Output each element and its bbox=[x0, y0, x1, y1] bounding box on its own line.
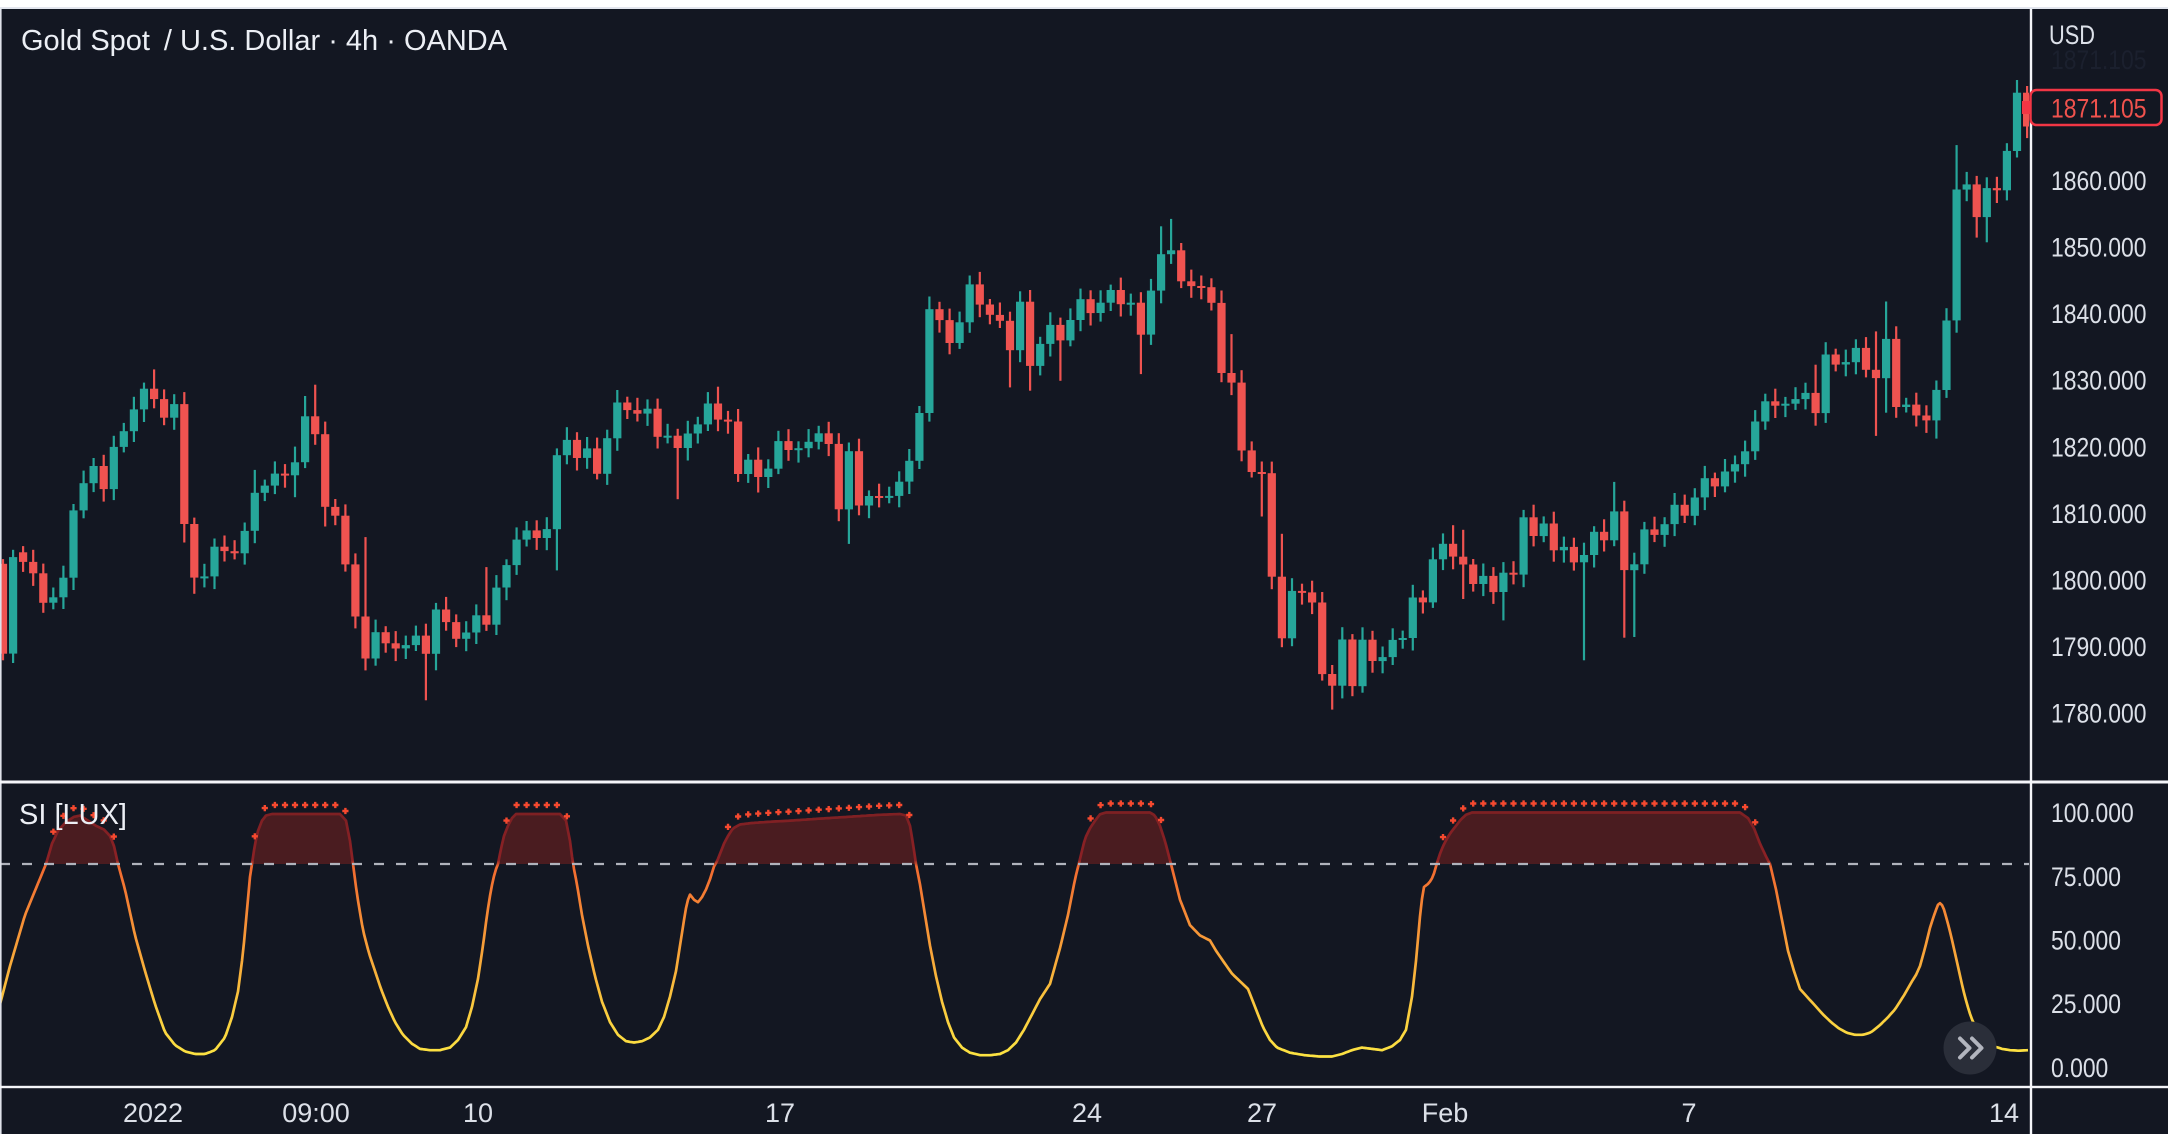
svg-text:10: 10 bbox=[463, 1098, 493, 1128]
svg-text:Feb: Feb bbox=[1422, 1098, 1469, 1128]
svg-text:1800.000: 1800.000 bbox=[2051, 565, 2147, 595]
svg-text:50.000: 50.000 bbox=[2051, 926, 2121, 956]
svg-text:0.000: 0.000 bbox=[2051, 1053, 2108, 1083]
svg-text:1871.105: 1871.105 bbox=[2051, 94, 2147, 124]
svg-text:27: 27 bbox=[1247, 1098, 1277, 1128]
svg-text:1840.000: 1840.000 bbox=[2051, 299, 2147, 329]
svg-text:1790.000: 1790.000 bbox=[2051, 632, 2147, 662]
svg-text:SI [LUX]: SI [LUX] bbox=[19, 799, 127, 831]
svg-text:100.000: 100.000 bbox=[2051, 798, 2134, 828]
svg-text:24: 24 bbox=[1072, 1098, 1102, 1128]
svg-text:75.000: 75.000 bbox=[2051, 862, 2121, 892]
svg-text:1871.105: 1871.105 bbox=[2051, 45, 2147, 75]
svg-text:1850.000: 1850.000 bbox=[2051, 233, 2147, 263]
svg-text:2022: 2022 bbox=[123, 1098, 183, 1128]
svg-text:25.000: 25.000 bbox=[2051, 989, 2121, 1019]
svg-text:Gold Spot / U.S. Dollar · 4h: Gold Spot / U.S. Dollar · 4h · OANDA bbox=[21, 25, 508, 57]
svg-text:1810.000: 1810.000 bbox=[2051, 499, 2147, 529]
svg-text:09:00: 09:00 bbox=[282, 1098, 350, 1128]
svg-text:USD: USD bbox=[2049, 20, 2095, 50]
svg-text:14: 14 bbox=[1989, 1098, 2019, 1128]
svg-text:1830.000: 1830.000 bbox=[2051, 366, 2147, 396]
svg-text:1860.000: 1860.000 bbox=[2051, 166, 2147, 196]
svg-text:1780.000: 1780.000 bbox=[2051, 699, 2147, 729]
svg-text:1820.000: 1820.000 bbox=[2051, 432, 2147, 462]
svg-text:7: 7 bbox=[1681, 1098, 1696, 1128]
svg-text:17: 17 bbox=[765, 1098, 795, 1128]
